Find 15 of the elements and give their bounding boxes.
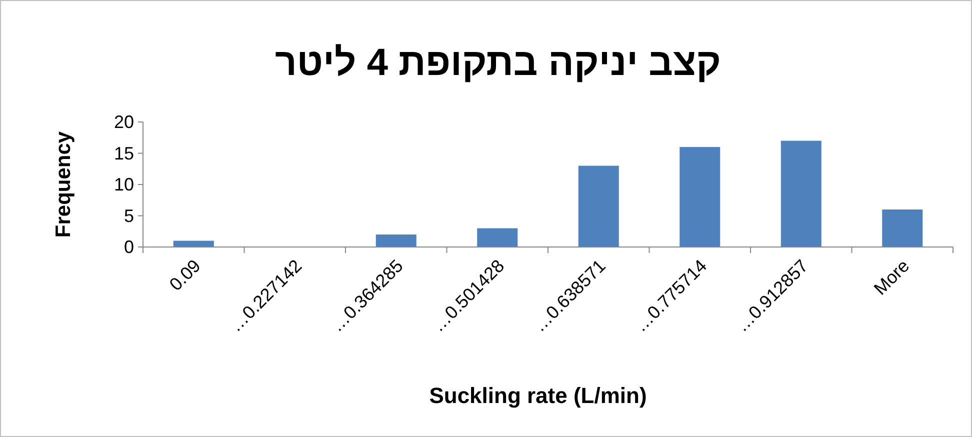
- y-tick-label: 15: [114, 143, 134, 164]
- bar: [882, 210, 923, 247]
- y-tick-label: 10: [114, 174, 134, 194]
- bar: [780, 140, 822, 247]
- x-axis-title: Suckling rate (L/min): [429, 383, 647, 408]
- bar: [477, 228, 518, 247]
- bar: [578, 166, 619, 247]
- y-tick-label: 20: [114, 112, 134, 132]
- bar: [376, 234, 416, 247]
- y-axis-title: Frequency: [52, 131, 75, 238]
- bar: [680, 147, 720, 247]
- y-tick-label: 5: [124, 206, 134, 226]
- chart-title: קצב יניקה בתקופת 4 ליטר: [275, 42, 721, 84]
- y-tick-label: 0: [124, 237, 134, 257]
- x-tick-label: 0.09: [166, 256, 204, 295]
